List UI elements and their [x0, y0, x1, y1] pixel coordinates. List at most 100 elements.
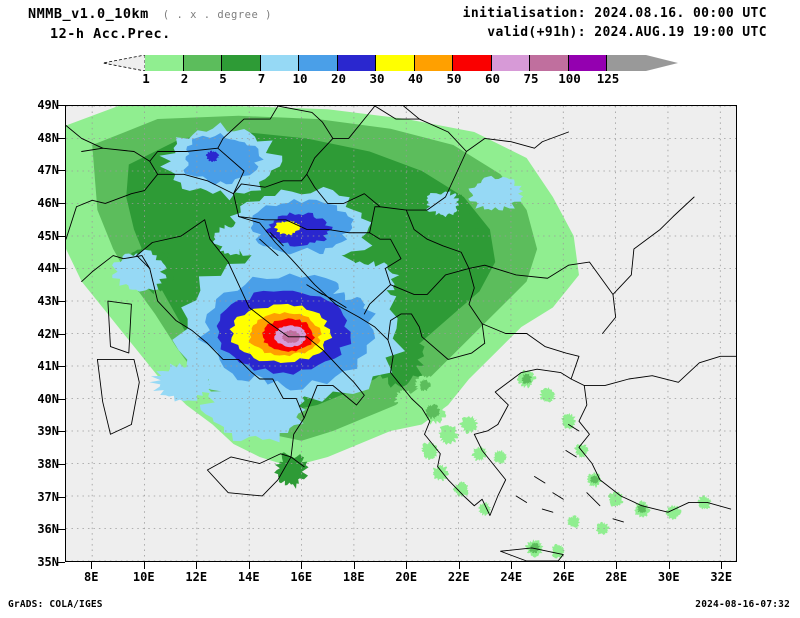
coastline-segment [269, 232, 284, 247]
model-name: NMMB_v1.0_10km [28, 6, 149, 22]
colorbar-band-60 [491, 55, 530, 71]
x-axis-tick-28E [616, 562, 618, 569]
colorbar-tick-2: 2 [180, 71, 189, 86]
y-axis-tick-41N [58, 366, 65, 368]
colorbar-tick-5: 5 [219, 71, 227, 86]
y-axis-tick-48N [58, 137, 65, 139]
precip-green-cell [471, 446, 488, 462]
y-axis-tick-37N [58, 496, 65, 498]
colorbar-band-5 [222, 55, 261, 71]
precip-green-cell-medium [590, 475, 600, 485]
x-axis-label-28E: 28E [605, 570, 628, 584]
coastline-segment [552, 492, 564, 500]
precip-green-cell [438, 424, 460, 445]
coastline-segment [387, 268, 486, 360]
coastline-segment [206, 453, 292, 497]
y-axis-tick-49N [58, 105, 65, 106]
coastline-segment [149, 160, 159, 175]
coastline-segment [468, 261, 614, 295]
valid-time: valid(+91h): 2024.AUG.19 19:00 UTC [487, 25, 767, 40]
coastline-segment [259, 238, 279, 256]
coastline-segment [424, 424, 507, 516]
colorbar-over-range-triangle [645, 55, 678, 71]
y-axis-tick-40N [58, 398, 65, 400]
coastline-segment [583, 355, 736, 386]
colorbar-band-7 [260, 55, 299, 71]
precipitation-colorbar: 1 2 5 7 10 20 30 40 50 60 75 100 125 [103, 55, 678, 87]
x-axis-label-22E: 22E [447, 570, 470, 584]
x-axis-tick-16E [301, 562, 303, 569]
x-axis-label-16E: 16E [290, 570, 313, 584]
precip-green-cell-medium [521, 373, 533, 385]
y-axis-tick-46N [58, 202, 65, 204]
x-axis-label-10E: 10E [132, 570, 155, 584]
colorbar-tick-40: 40 [407, 71, 424, 86]
map-canvas [66, 106, 736, 561]
colorbar-tick-75: 75 [523, 71, 539, 86]
coastline-segment [565, 450, 577, 458]
coastline-segment [494, 368, 585, 425]
coastline-segment [107, 300, 132, 354]
y-axis-label-36N: 36N [37, 522, 59, 537]
precip-green-cell [452, 481, 469, 498]
x-axis-tick-8E [91, 562, 93, 569]
y-axis-label-48N: 48N [37, 130, 59, 145]
precip-green-dark-pannonia [391, 190, 484, 258]
y-axis-tick-36N [58, 529, 65, 531]
model-units: ( . x . degree ) [162, 9, 272, 21]
map-graticule [66, 106, 736, 561]
colorbar-band-1 [145, 55, 184, 71]
coastline-segment [481, 323, 580, 380]
coastline-segment [500, 547, 564, 561]
colorbar-band-10 [299, 55, 338, 71]
precip-darkblue-alps-core [205, 150, 220, 163]
coastline-segment [277, 106, 334, 139]
coastline-segment [66, 125, 104, 149]
y-axis-label-43N: 43N [37, 293, 59, 308]
colorbar-tick-100: 100 [558, 71, 581, 86]
x-axis-tick-24E [511, 562, 513, 569]
coastline-segment [515, 495, 528, 503]
precip-lightblue-istria [213, 223, 256, 256]
precip-green-cell-medium [419, 379, 431, 392]
colorbar-tick-20: 20 [330, 71, 347, 86]
x-axis-label-24E: 24E [500, 570, 523, 584]
x-axis-label-32E: 32E [710, 570, 733, 584]
precip-green-dark-sicily [274, 452, 309, 489]
x-axis-label-12E: 12E [185, 570, 208, 584]
colorbar-tick-10: 10 [292, 71, 308, 86]
precipitation-field [66, 106, 712, 559]
coastline-segment [568, 424, 580, 432]
coastline-segment [149, 268, 305, 468]
x-axis-label-18E: 18E [342, 570, 365, 584]
colorbar-band-75 [530, 55, 569, 71]
header-left-block: NMMB_v1.0_10km ( . x . degree ) 12-h Acc.… [28, 6, 272, 42]
colorbar-tick-30: 30 [369, 71, 385, 86]
x-axis-tick-26E [563, 562, 565, 569]
y-axis-label-41N: 41N [37, 359, 59, 374]
colorbar-band-2 [183, 55, 222, 71]
coastline-segment [233, 173, 381, 217]
colorbar-tick-60: 60 [484, 71, 501, 86]
colorbar-band-20 [337, 55, 376, 71]
y-axis-label-47N: 47N [37, 163, 59, 178]
precip-lightblue-transylvania [468, 175, 524, 211]
precip-lightblue-bosnia [330, 261, 400, 305]
x-axis-label-20E: 20E [395, 570, 418, 584]
precip-green-cell [566, 515, 580, 528]
coastline-segment [238, 216, 402, 315]
y-axis-tick-47N [58, 170, 65, 172]
coastline-segment [76, 173, 234, 208]
precip-lightblue-sardinia-sea [149, 362, 216, 402]
coastline-segment [81, 255, 151, 282]
y-axis-label-37N: 37N [37, 489, 59, 504]
y-axis-tick-35N [58, 562, 65, 563]
coastline-segment [578, 385, 732, 513]
coastline-segment [238, 216, 431, 435]
field-label: 12-h Acc.Prec. [50, 26, 171, 42]
x-axis-tick-30E [668, 562, 670, 569]
precip-green-cell [595, 521, 610, 536]
y-axis-label-40N: 40N [37, 391, 59, 406]
coastline-segment [602, 196, 695, 334]
coastline-segment [369, 206, 407, 234]
